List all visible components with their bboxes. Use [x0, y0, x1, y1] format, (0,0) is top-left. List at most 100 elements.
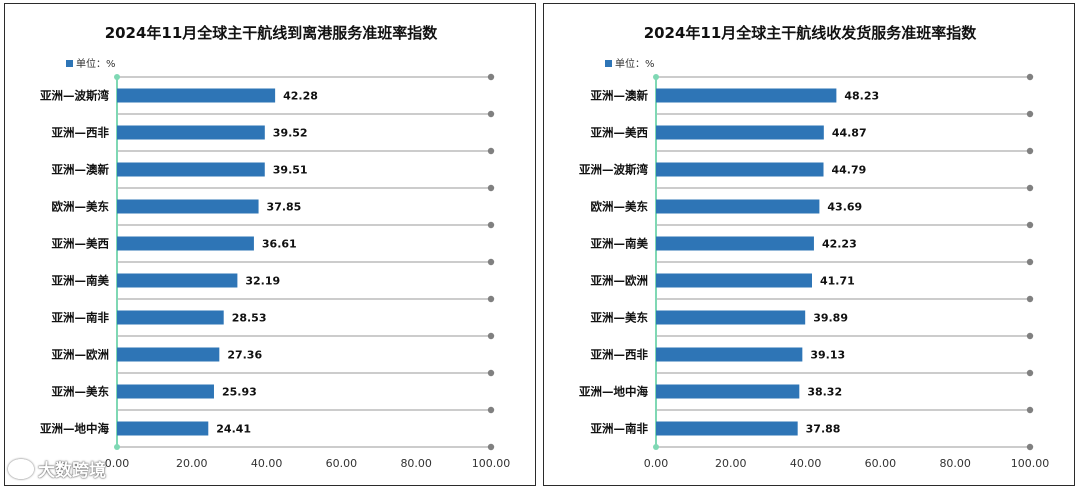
- right-x-tick-label: 0.00: [644, 457, 669, 470]
- left-category-label: 亚洲—地中海: [40, 422, 109, 436]
- right-value-label: 44.87: [832, 127, 867, 140]
- right-bar: [656, 421, 798, 436]
- right-bar: [656, 199, 820, 214]
- right-value-label: 44.79: [832, 164, 867, 177]
- right-gridline-end-dot: [1026, 406, 1034, 414]
- left-gridline-end-dot: [487, 295, 495, 303]
- right-bar: [656, 310, 806, 325]
- watermark: 大数跨境: [8, 456, 106, 481]
- left-gridline-end-dot: [487, 332, 495, 340]
- right-gridline-end-dot: [1026, 443, 1034, 451]
- left-x-tick-label: 80.00: [400, 457, 432, 470]
- right-value-label: 39.13: [810, 349, 845, 362]
- watermark-text: 大数跨境: [38, 461, 106, 481]
- left-gridline-end-dot: [487, 406, 495, 414]
- right-bar: [656, 125, 824, 140]
- left-x-tick-label: 40.00: [251, 457, 283, 470]
- right-category-label: 亚洲—美西: [591, 126, 649, 140]
- left-gridline-end-dot: [487, 258, 495, 266]
- right-y-axis-top-dot: [653, 74, 659, 80]
- right-bar: [656, 236, 814, 251]
- right-category-label: 亚洲—地中海: [579, 385, 648, 399]
- left-bar: [117, 310, 224, 325]
- left-category-label: 亚洲—美东: [52, 385, 110, 399]
- left-gridline-end-dot: [487, 443, 495, 451]
- left-x-tick-label: 60.00: [326, 457, 358, 470]
- right-gridline-end-dot: [1026, 332, 1034, 340]
- left-y-axis-bottom-dot: [114, 444, 120, 450]
- left-bar: [117, 162, 265, 177]
- left-value-label: 37.85: [267, 201, 302, 214]
- left-value-label: 28.53: [232, 312, 267, 325]
- left-gridline-end-dot: [487, 73, 495, 81]
- left-bar: [117, 125, 265, 140]
- right-x-tick-label: 60.00: [865, 457, 897, 470]
- right-x-tick-label: 100.00: [1011, 457, 1050, 470]
- right-gridline-end-dot: [1026, 221, 1034, 229]
- left-category-label: 亚洲—南美: [52, 274, 110, 288]
- right-x-tick-label: 40.00: [790, 457, 822, 470]
- left-gridline-end-dot: [487, 369, 495, 377]
- left-gridline-end-dot: [487, 110, 495, 118]
- left-value-label: 39.51: [273, 164, 308, 177]
- right-bar: [656, 88, 837, 103]
- left-bar: [117, 273, 238, 288]
- right-bar: [656, 347, 803, 362]
- left-bar: [117, 199, 259, 214]
- left-bar: [117, 236, 254, 251]
- left-value-label: 24.41: [216, 423, 251, 436]
- left-value-label: 36.61: [262, 238, 297, 251]
- right-gridline-end-dot: [1026, 110, 1034, 118]
- right-x-tick-label: 20.00: [715, 457, 747, 470]
- left-value-label: 42.28: [283, 90, 318, 103]
- right-bar: [656, 384, 800, 399]
- left-gridline-end-dot: [487, 221, 495, 229]
- right-value-label: 39.89: [813, 312, 848, 325]
- right-value-label: 48.23: [844, 90, 879, 103]
- right-value-label: 43.69: [827, 201, 862, 214]
- right-gridline-end-dot: [1026, 147, 1034, 155]
- right-category-label: 亚洲—南非: [591, 422, 649, 436]
- left-bar: [117, 421, 209, 436]
- right-gridline-end-dot: [1026, 295, 1034, 303]
- left-value-label: 25.93: [222, 386, 257, 399]
- right-gridline-end-dot: [1026, 369, 1034, 377]
- left-value-label: 27.36: [227, 349, 262, 362]
- right-gridline-end-dot: [1026, 184, 1034, 192]
- left-bar: [117, 347, 220, 362]
- left-x-tick-label: 0.00: [105, 457, 130, 470]
- left-bar: [117, 384, 214, 399]
- weibo-icon: [8, 458, 34, 479]
- right-category-label: 亚洲—波斯湾: [579, 163, 648, 177]
- right-value-label: 42.23: [822, 238, 857, 251]
- right-value-label: 41.71: [820, 275, 855, 288]
- left-value-label: 32.19: [245, 275, 280, 288]
- right-gridline-end-dot: [1026, 73, 1034, 81]
- left-value-label: 39.52: [273, 127, 308, 140]
- left-category-label: 亚洲—南非: [52, 311, 110, 325]
- right-category-label: 亚洲—西非: [591, 348, 649, 362]
- right-category-label: 亚洲—南美: [591, 237, 649, 251]
- left-y-axis-top-dot: [114, 74, 120, 80]
- chart-panel-left: 2024年11月全球主干航线到离港服务准班率指数 单位：% 亚洲—波斯湾 42.28 亚…: [4, 3, 536, 486]
- left-category-label: 欧洲—美东: [52, 200, 110, 214]
- right-y-axis-bottom-dot: [653, 444, 659, 450]
- left-bar: [117, 88, 276, 103]
- right-bar: [656, 162, 824, 177]
- right-value-label: 37.88: [806, 423, 841, 436]
- chart-panel-right: 2024年11月全球主干航线收发货服务准班率指数 单位：% 亚洲—澳新 48.23 亚洲…: [543, 3, 1075, 486]
- right-value-label: 38.32: [807, 386, 842, 399]
- left-legend-label: 单位：%: [76, 57, 116, 70]
- left-chart-title: 2024年11月全球主干航线到离港服务准班率指数: [105, 24, 439, 42]
- right-legend-label: 单位：%: [615, 57, 655, 70]
- right-gridline-end-dot: [1026, 258, 1034, 266]
- right-category-label: 亚洲—澳新: [591, 89, 649, 103]
- left-category-label: 亚洲—美西: [52, 237, 110, 251]
- right-category-label: 欧洲—美东: [591, 200, 649, 214]
- left-category-label: 亚洲—西非: [52, 126, 110, 140]
- right-category-label: 亚洲—美东: [591, 311, 649, 325]
- left-x-tick-label: 100.00: [472, 457, 511, 470]
- right-category-label: 亚洲—欧洲: [591, 274, 649, 288]
